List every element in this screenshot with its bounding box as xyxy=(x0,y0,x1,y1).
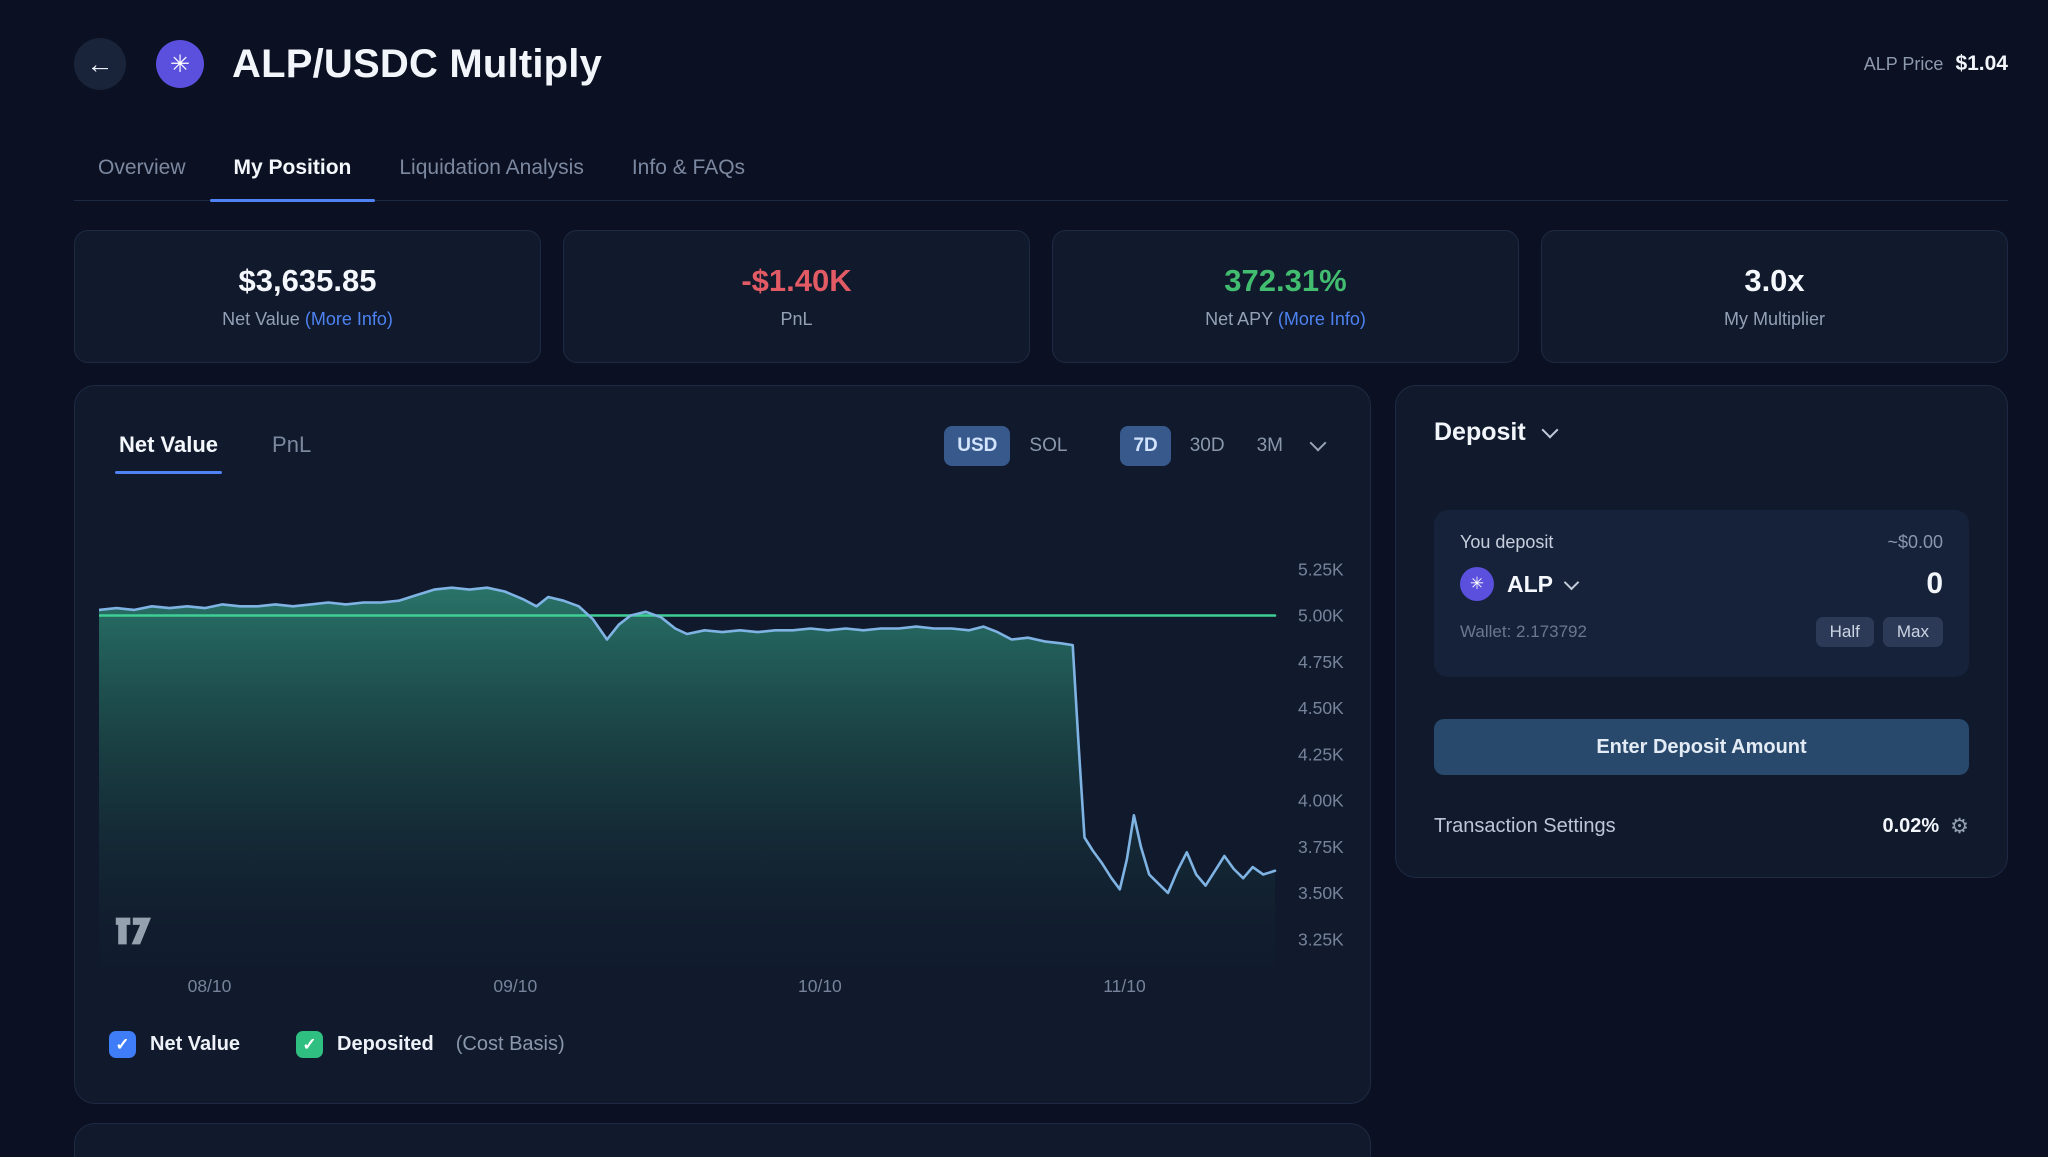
next-section-card-edge xyxy=(74,1123,1371,1157)
legend-deposited-sub: (Cost Basis) xyxy=(455,1033,565,1055)
currency-toggle-sol[interactable]: SOL xyxy=(1029,435,1068,456)
chart-area-fill xyxy=(99,587,1275,967)
y-axis-tick-label: 3.75K xyxy=(1298,837,1344,857)
y-axis-tick-label: 3.50K xyxy=(1298,883,1344,903)
x-axis-tick-label: 11/10 xyxy=(1103,976,1146,996)
net-apy-more-info-link[interactable]: (More Info) xyxy=(1277,309,1366,329)
legend-item-net-value: ✓ Net Value xyxy=(109,1031,240,1058)
stat-card-pnl: -$1.40K PnL xyxy=(563,230,1030,363)
page-title: ALP/USDC Multiply xyxy=(232,41,603,86)
enter-deposit-amount-button[interactable]: Enter Deposit Amount xyxy=(1434,719,1969,775)
slippage-value: 0.02% xyxy=(1882,815,1940,837)
pnl-amount: -$1.40K xyxy=(741,263,852,298)
wallet-row: Wallet: 2.173792 Half Max xyxy=(1460,617,1943,647)
you-deposit-label: You deposit xyxy=(1460,532,1554,552)
x-axis-tick-label: 10/10 xyxy=(798,976,842,996)
currency-toggle-usd[interactable]: USD xyxy=(944,426,1011,466)
y-axis-tick-label: 5.25K xyxy=(1298,559,1344,579)
multiplier-amount: 3.0x xyxy=(1744,263,1805,298)
y-axis-tick-label: 5.00K xyxy=(1298,606,1344,626)
net-apy-amount: 372.31% xyxy=(1224,263,1347,298)
deposit-input-box: You deposit ~$0.00 ✳ ALP 0 Wallet: 2.173… xyxy=(1434,510,1969,677)
legend-net-value-label: Net Value xyxy=(150,1033,241,1055)
tab-overview[interactable]: Overview xyxy=(98,156,186,179)
net-value-more-info-link[interactable]: (More Info) xyxy=(304,309,393,329)
net-value-checkbox[interactable]: ✓ xyxy=(109,1031,136,1058)
stat-card-net-apy: 372.31% Net APY (More Info) xyxy=(1052,230,1519,363)
y-axis-tick-label: 3.25K xyxy=(1298,929,1344,949)
chart-legend: ✓ Net Value ✓ Deposited (Cost Basis) xyxy=(109,1031,565,1058)
x-axis-tick-label: 08/10 xyxy=(188,976,232,996)
net-value-chart: 5.25K 5.00K 4.75K 4.50K 4.25K 4.00K 3.75K 3.50K… xyxy=(99,559,1344,996)
deposit-panel-header[interactable]: Deposit xyxy=(1434,418,1559,447)
token-selector[interactable]: ✳ ALP xyxy=(1460,567,1580,601)
tradingview-logo-icon[interactable] xyxy=(113,914,155,948)
max-button[interactable]: Max xyxy=(1882,617,1943,647)
deposit-collapse-chevron-icon xyxy=(1541,421,1559,439)
token-select-chevron-icon xyxy=(1563,574,1580,590)
token-amount-row: ✳ ALP 0 xyxy=(1460,567,1943,601)
usd-estimate: ~$0.00 xyxy=(1887,532,1943,552)
y-axis-tick-label: 4.75K xyxy=(1298,652,1344,672)
stats-row: $3,635.85 Net Value (More Info) -$1.40K … xyxy=(74,230,2008,363)
back-button[interactable]: ← xyxy=(74,38,126,90)
y-axis-tick-label: 4.00K xyxy=(1298,791,1344,811)
check-icon: ✓ xyxy=(115,1034,130,1054)
back-arrow-icon: ← xyxy=(86,48,114,79)
transaction-settings-value-group: 0.02% ⚙ xyxy=(1882,814,1969,839)
deposit-amount-input[interactable]: 0 xyxy=(1926,567,1943,600)
header: ← ✳ ALP/USDC Multiply ALP Price $1.04 xyxy=(74,38,2008,90)
net-value-label: Net Value (More Info) xyxy=(222,309,393,329)
chart-toggles: USD SOL 7D 30D 3M xyxy=(944,426,1327,466)
amount-shortcut-chips: Half Max xyxy=(1815,617,1943,647)
net-value-amount: $3,635.85 xyxy=(238,263,377,298)
token-name: ALP xyxy=(1507,570,1553,597)
chart-tabs: Net Value PnL xyxy=(114,432,312,474)
chart-tab-net-value[interactable]: Net Value xyxy=(114,432,223,474)
x-axis-tick-label: 09/10 xyxy=(493,976,537,996)
deposited-checkbox[interactable]: ✓ xyxy=(296,1031,324,1058)
gear-icon[interactable]: ⚙ xyxy=(1950,815,1969,838)
transaction-settings-row: Transaction Settings 0.02% ⚙ xyxy=(1434,814,1969,839)
half-button[interactable]: Half xyxy=(1815,617,1874,647)
deposit-panel: Deposit You deposit ~$0.00 ✳ ALP 0 Walle… xyxy=(1395,385,2008,878)
legend-deposited-label: Deposited xyxy=(337,1033,434,1055)
currency-toggle-group: USD SOL xyxy=(944,426,1080,466)
check-icon: ✓ xyxy=(302,1034,317,1054)
deposit-title: Deposit xyxy=(1434,418,1526,446)
alp-price-value: $1.04 xyxy=(1955,52,2008,75)
range-toggle-7d[interactable]: 7D xyxy=(1120,426,1171,466)
alp-token-icon: ✳ xyxy=(1460,567,1494,601)
chart-card: Net Value PnL USD SOL 7D 30D 3M xyxy=(74,385,1371,1104)
transaction-settings-label: Transaction Settings xyxy=(1434,815,1616,837)
stat-card-multiplier: 3.0x My Multiplier xyxy=(1541,230,2008,363)
alp-token-logo-icon: ✳ xyxy=(156,40,204,88)
range-toggle-group: 7D 30D 3M xyxy=(1120,426,1327,466)
deposit-box-top-row: You deposit ~$0.00 xyxy=(1460,532,1943,553)
multiplier-label: My Multiplier xyxy=(1723,309,1825,329)
range-toggle-3m[interactable]: 3M xyxy=(1256,435,1283,456)
series-line-net-value xyxy=(99,586,1277,895)
main-tabs: Overview My Position Liquidation Analysi… xyxy=(74,140,2008,202)
alp-price-label: ALP Price xyxy=(1863,54,1944,74)
y-axis-tick-label: 4.50K xyxy=(1298,698,1344,718)
chart-tab-pnl[interactable]: PnL xyxy=(272,432,312,457)
tab-liquidation-analysis[interactable]: Liquidation Analysis xyxy=(399,156,584,179)
alp-price: ALP Price $1.04 xyxy=(1864,52,2008,76)
range-dropdown-chevron-icon[interactable] xyxy=(1309,434,1327,452)
stat-card-net-value: $3,635.85 Net Value (More Info) xyxy=(74,230,541,363)
wallet-balance: Wallet: 2.173792 xyxy=(1460,622,1587,641)
legend-item-deposited: ✓ Deposited (Cost Basis) xyxy=(296,1031,565,1058)
pnl-label: PnL xyxy=(780,309,813,329)
y-axis-tick-label: 4.25K xyxy=(1298,744,1344,764)
tab-info-faqs[interactable]: Info & FAQs xyxy=(631,156,746,179)
net-apy-label: Net APY (More Info) xyxy=(1205,309,1366,329)
tab-my-position[interactable]: My Position xyxy=(209,140,376,202)
range-toggle-30d[interactable]: 30D xyxy=(1189,435,1225,456)
